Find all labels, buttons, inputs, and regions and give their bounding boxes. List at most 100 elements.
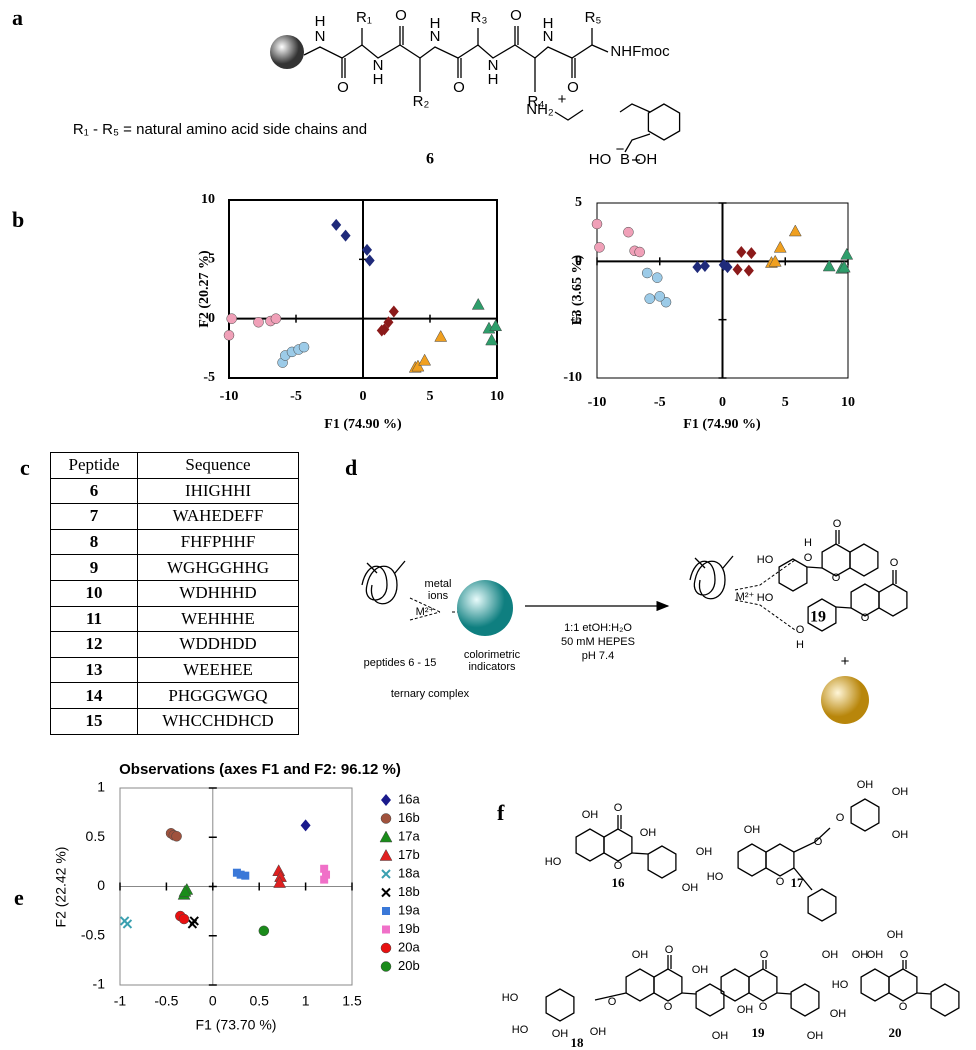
diagram-text: 50 mM HEPES (561, 636, 635, 648)
ring (765, 843, 795, 877)
legend-marker (382, 907, 390, 915)
atom-label: O (614, 860, 623, 872)
legend-label: 17a (398, 828, 420, 843)
table-cell: WEHHHE (137, 605, 299, 633)
x-tick-label: 10 (841, 395, 855, 410)
atom-label: O (899, 1001, 908, 1013)
point (732, 263, 743, 276)
atom-label: R₃ (471, 9, 488, 26)
atom-label: O (814, 836, 823, 848)
atom-label: N (373, 57, 384, 74)
x-tick-label: 10 (490, 389, 504, 404)
ring (653, 968, 683, 1002)
point (722, 261, 733, 274)
atom-label: O (337, 79, 349, 96)
atom-label: OH (640, 827, 657, 839)
y-axis-title: F2 (20.27 %) (197, 250, 212, 328)
ring (737, 843, 767, 877)
table-cell: FHFPHHF (137, 528, 299, 556)
y-tick-label: -0.5 (81, 926, 105, 942)
table-cell: IHIGHHI (137, 477, 299, 505)
y-tick-label: 0.5 (86, 828, 106, 844)
y-axis-title: F3 (3.65 %) (570, 254, 585, 325)
y-tick-label: 0 (208, 311, 215, 326)
diagram-text: O (890, 557, 899, 569)
atom-label: HO (707, 871, 724, 883)
point (623, 226, 634, 238)
point (300, 819, 311, 832)
atom-label: HO (502, 992, 519, 1004)
atom-label: O (776, 876, 785, 888)
table-header: Sequence (137, 452, 299, 479)
peptide-loop (361, 560, 406, 605)
caption: R₁ - R₅ = natural amino acid side chains… (73, 121, 367, 138)
atom-label: OH (867, 949, 884, 961)
diagram-text: ternary complex (391, 688, 470, 700)
bonds (806, 530, 840, 569)
diagram-text: peptides 6 - 15 (364, 657, 437, 669)
point (654, 291, 665, 302)
point (822, 259, 836, 272)
y-tick-label: -1 (93, 976, 106, 992)
x-tick-label: -10 (588, 395, 607, 410)
atom-label: + (558, 91, 567, 108)
ring (930, 983, 960, 1017)
point (270, 313, 282, 324)
point (122, 919, 133, 929)
bonds (341, 26, 593, 92)
y-tick-label: 0 (97, 877, 105, 893)
atom-label: N (543, 28, 554, 45)
atom-label: OH (822, 949, 839, 961)
point (411, 359, 425, 372)
point (340, 229, 351, 242)
atom-label: O (759, 1001, 768, 1013)
atom-label: O (760, 949, 769, 961)
x-tick-label: 0 (719, 395, 726, 410)
atom-label: HO (545, 856, 562, 868)
point (471, 297, 485, 310)
diagram-text: HO (757, 554, 774, 566)
gold-sphere (821, 676, 869, 724)
atom-label: OH (857, 779, 874, 791)
table-cell: 12 (50, 631, 138, 658)
legend-marker (381, 794, 391, 806)
panel-d (361, 555, 869, 724)
atom-label: O (567, 79, 579, 96)
ring (720, 968, 750, 1002)
point (362, 243, 373, 256)
atom-label: HO (512, 1024, 529, 1036)
bonds (594, 955, 697, 1001)
point (273, 876, 287, 888)
panel-label: c (20, 455, 30, 480)
point (223, 330, 235, 341)
ring (860, 968, 890, 1002)
atom-label: OH (892, 829, 909, 841)
y-tick-label: -10 (563, 370, 582, 385)
point (837, 260, 851, 273)
point (743, 264, 754, 277)
point (692, 261, 703, 274)
point (383, 316, 394, 329)
table-cell: 6 (50, 477, 138, 505)
diagram-text: 19 (810, 609, 826, 626)
point (189, 916, 199, 926)
table-cell: WAHEDEFF (137, 503, 299, 530)
legend-label: 16a (398, 791, 420, 806)
point (226, 313, 237, 324)
atom-label: N (315, 28, 326, 45)
atom-label: H (543, 15, 554, 32)
point (320, 864, 329, 873)
atom-label: R₄ (528, 93, 545, 110)
bonds (617, 815, 649, 855)
y-tick-label: 10 (201, 192, 215, 207)
x-axis-title: F1 (74.90 %) (324, 417, 402, 432)
diagram-text: O (832, 572, 841, 584)
point (641, 267, 653, 279)
diagram-text: pH 7.4 (582, 650, 614, 662)
point (320, 875, 329, 884)
x-tick-label: 0.5 (249, 993, 269, 1009)
table-cell: 11 (50, 605, 138, 633)
atom-label: H (373, 71, 384, 88)
coordination (734, 559, 796, 631)
